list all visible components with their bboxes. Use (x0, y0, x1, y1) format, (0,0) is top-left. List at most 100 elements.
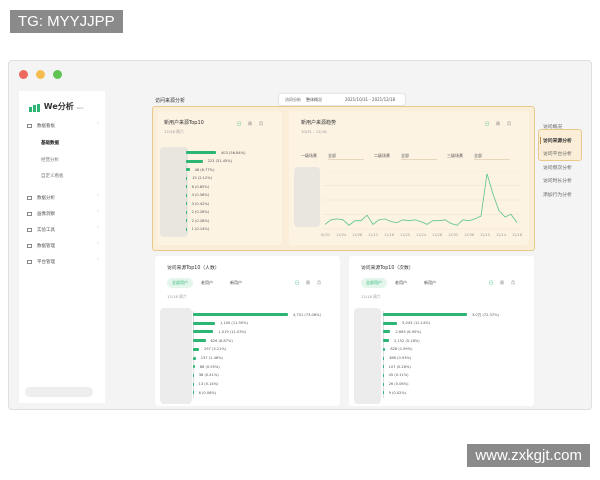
close-window-button[interactable] (19, 70, 28, 79)
sidebar-subitem-0[interactable]: 基础数据 (41, 141, 59, 146)
x-tick-label: 11/12 (368, 233, 378, 237)
bar-label: 5,043 (12.14%) (402, 321, 431, 326)
sidebar-item-label: 数据分析 (37, 196, 55, 201)
period-tab-1[interactable]: 周 (248, 121, 252, 126)
sidebar-item-label: 数据管理 (37, 244, 55, 249)
bar (186, 176, 188, 180)
sidebar-item-label: 数据看板 (37, 124, 55, 129)
user-tab-0[interactable]: 全部用户 (361, 278, 387, 288)
user-tab-2[interactable]: 新用户 (230, 280, 242, 285)
bar (186, 210, 187, 214)
x-tick-label: 12/06 (464, 233, 474, 237)
bar-label: 828 (1.99%) (390, 347, 413, 352)
sidebar-item-2[interactable]: 画像洞察 ˅ (27, 211, 99, 217)
filter-bar[interactable]: 访问分析 整体概况 2021/10/31 - 2021/12/18 (279, 94, 405, 105)
chart-icon (27, 195, 32, 200)
user-tab-2[interactable]: 新用户 (424, 280, 436, 285)
bar (193, 313, 288, 316)
period-tab-2[interactable]: 月 (317, 280, 321, 285)
sidebar-item-label: 实验工具 (37, 228, 55, 233)
sidebar-item-label: 平台管理 (37, 260, 55, 265)
period-tab-1[interactable]: 周 (306, 280, 310, 285)
view-select[interactable]: 整体概况 (306, 97, 322, 102)
watermark-top: TG: MYYJJPP (10, 10, 123, 33)
bar-label: 626 (6.87%) (210, 338, 233, 343)
period-tab-0[interactable]: 日 (485, 121, 489, 126)
sidebar-item-0[interactable]: 数据看板 ˄ (27, 123, 99, 129)
sidebar-item-4[interactable]: 数据管理 ˅ (27, 243, 99, 249)
bar-label: 38 (0.41%) (198, 373, 219, 378)
bar-label: 297 (3.21%) (203, 347, 227, 352)
bar (186, 219, 187, 222)
user-tab-1[interactable]: 老用户 (201, 280, 213, 285)
sidebar-collapse-button[interactable] (25, 387, 93, 397)
period-tab-0[interactable]: 日 (295, 280, 299, 285)
bar-label: 48 (6.77%) (194, 167, 215, 172)
sidebar-item-3[interactable]: 实验工具 ˅ (27, 227, 99, 233)
bar-label: 6 (0.85%) (191, 184, 210, 189)
category-labels-placeholder (160, 308, 192, 404)
filter-label-2: 三级场景 (447, 153, 463, 158)
minimize-window-button[interactable] (36, 70, 45, 79)
bar (193, 330, 214, 334)
settings-icon (27, 259, 32, 264)
bar-label: 3.0万 (72.37%) (472, 312, 499, 317)
bar-label: 4 (0.56%) (191, 193, 210, 197)
x-tick-label: 11/20 (400, 233, 410, 237)
filter-select-2[interactable]: 全部 (474, 153, 510, 160)
period-tab-1[interactable]: 周 (500, 280, 504, 285)
bar-label: 2,665 (6.90%) (395, 329, 422, 334)
bar-label: 1,019 (11.03%) (218, 329, 247, 334)
right-nav-item-4[interactable]: 访问时长分析 (543, 179, 572, 184)
card-title: 访问来源Top10（次数） (361, 266, 414, 271)
card-date: 12/18 周六 (361, 294, 381, 299)
bar (383, 321, 398, 325)
axis-line (383, 311, 384, 398)
filter-label-0: 一级场景 (301, 153, 317, 158)
period-tab-2[interactable]: 月 (259, 121, 263, 126)
period-tab-2[interactable]: 月 (511, 280, 515, 285)
user-tab-0[interactable]: 全部用户 (167, 278, 193, 288)
bar (186, 227, 187, 231)
filter-select-1[interactable]: 全部 (401, 153, 437, 160)
logo: We分析 Beta (29, 101, 83, 112)
bar (193, 347, 199, 351)
chevron-down-icon: ˅ (96, 211, 99, 216)
bar-label: 15 (2.12%) (192, 176, 213, 180)
period-tab-1[interactable]: 周 (496, 121, 500, 126)
maximize-window-button[interactable] (53, 70, 62, 79)
category-labels-placeholder (354, 308, 381, 404)
right-nav-item-0[interactable]: 访问概况 (543, 125, 563, 130)
x-tick-label: 11/24 (416, 233, 427, 237)
bar (383, 347, 386, 351)
user-tab-1[interactable]: 老用户 (395, 280, 407, 285)
bar (193, 321, 215, 325)
right-nav-item-1[interactable]: 访问来源分析 (540, 136, 572, 144)
bar-label: 9 (0.02%) (388, 390, 407, 395)
sidebar-item-1[interactable]: 数据分析 ˅ (27, 195, 99, 201)
date-range-picker[interactable]: 2021/10/31 - 2021/12/18 (345, 97, 396, 102)
right-nav-item-5[interactable]: 添加行为分析 (543, 192, 572, 198)
bar (383, 382, 384, 386)
sidebar-item-5[interactable]: 平台管理 ˅ (27, 259, 99, 265)
bar (186, 151, 216, 154)
source-top10-visits-card: 访问来源Top10（次数） 12/18 周六 日 周 月 全部用户 老用户 新用户 3.0万… (349, 256, 534, 406)
right-nav-item-3[interactable]: 访问频次分析 (543, 165, 572, 171)
sidebar-subitem-1[interactable]: 经营分析 (41, 157, 59, 163)
watermark-bottom: www.zxkgjt.com (467, 444, 590, 467)
sidebar-subitem-2[interactable]: 自定义看板 (41, 174, 64, 179)
clipboard-icon (27, 227, 32, 232)
user-icon (27, 211, 32, 216)
filter-select-0[interactable]: 全部 (328, 153, 364, 160)
period-tab-0[interactable]: 日 (489, 280, 493, 285)
bar (186, 193, 187, 197)
page-title: 访问来源分析 (155, 98, 186, 104)
period-tab-0[interactable]: 日 (237, 121, 241, 126)
period-tab-2[interactable]: 月 (507, 121, 511, 126)
card-date: 12/18 周六 (164, 129, 184, 134)
bar (383, 373, 384, 377)
bar-label: 223 (31.45%) (207, 159, 233, 163)
card-date: 12/18 周六 (167, 294, 187, 299)
right-nav-item-2[interactable]: 访问平台分析 (543, 152, 572, 157)
bar (193, 391, 194, 395)
